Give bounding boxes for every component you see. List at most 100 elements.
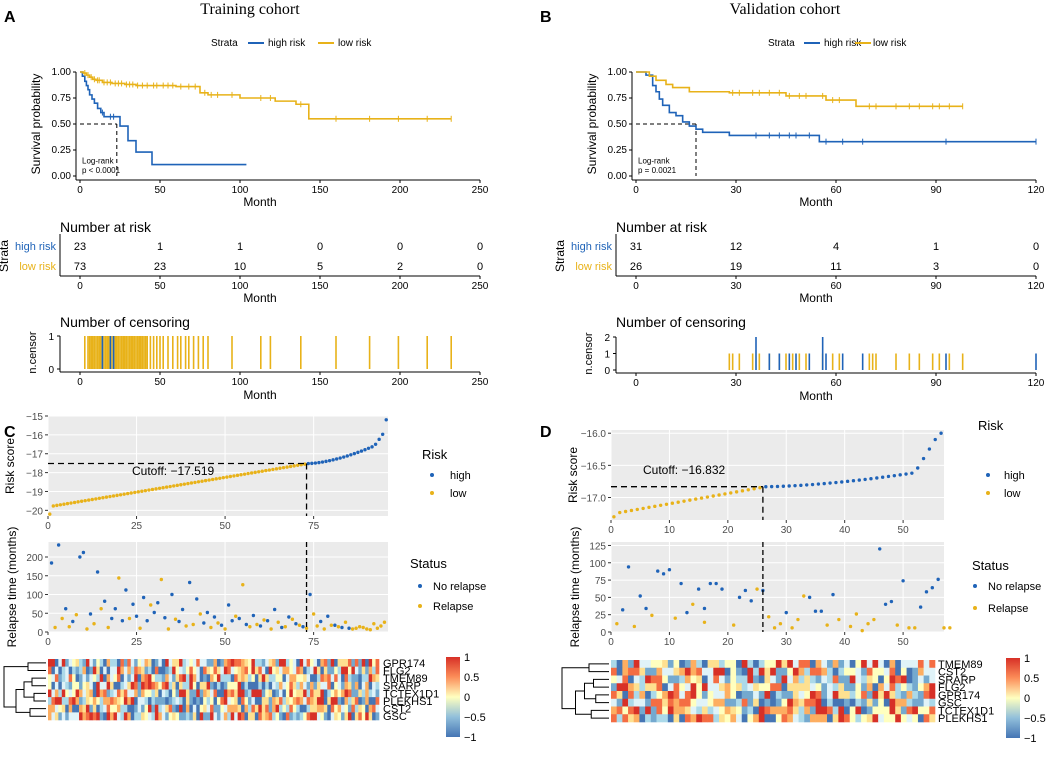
heatmap-cell [158,697,163,706]
heatmap-cell [838,706,845,715]
heatmap-cell [770,714,777,723]
relapse-point-no [679,581,683,586]
heatmap-cell [130,681,135,690]
heatmap-cell [787,714,794,723]
heatmap-cell [323,697,328,706]
risk-point-high [349,453,353,457]
heatmap-cell [161,704,166,713]
heatmap-cell [261,681,266,690]
heatmap-cell [804,691,811,700]
heatmap-cell [372,666,376,675]
risk-legend-high-dot [430,473,434,477]
heatmap-cell [210,689,214,698]
heatmap-cell [929,660,936,669]
heatmap-cell [92,712,97,721]
dendrogram-branch [588,663,609,673]
heatmap-cell [141,666,145,675]
heatmap-cell [216,689,221,698]
risk-count: 0 [317,241,323,253]
relapse-point-no [819,609,824,613]
heatmap-cell [61,659,66,667]
heatmap-cell [103,681,107,690]
heatmap-cell [872,714,879,723]
heatmap-cell [337,712,342,721]
risk-point-low [629,508,634,513]
heatmap-cell [172,659,176,667]
heatmap-cell [906,698,913,707]
relapse-point-no [212,615,217,619]
heatmap-cell [210,697,214,706]
heatmap-cell [861,660,868,669]
heatmap-cell [258,697,263,706]
heatmap-cell [89,704,94,713]
heatmap-cell [251,681,256,690]
heatmap-cell [303,704,307,713]
heatmap-cell [650,683,657,692]
heatmap-cell [75,681,80,690]
relapse-point-no [110,616,114,621]
heatmap-cell [51,712,56,721]
relapse-point-yes [872,617,876,622]
heatmap-cell [285,681,290,690]
heatmap-cell [878,660,885,669]
y-tick-label: 0 [600,628,606,639]
heatmap-cell [213,704,218,713]
heatmap-cell [323,704,328,713]
risk-count: 2 [397,261,403,273]
relapse-point-no [226,603,231,607]
y-tick-label: 100 [26,591,43,602]
heatmap-cell [719,683,725,692]
heatmap-cell [866,706,873,715]
heatmap-cell [261,689,266,698]
heatmap-cell [781,698,788,707]
heatmap-cell [265,697,269,706]
relapse-point-yes [322,627,326,631]
heatmap-cell [804,683,811,692]
heatmap-cell [61,666,66,675]
heatmap-cell [656,660,663,669]
heatmap-cell [85,674,90,683]
heatmap-cell [303,712,307,721]
heatmap-cell [68,659,73,667]
heatmap-cell [696,714,703,723]
relapse-point-no [326,614,330,618]
heatmap-cell [261,697,266,706]
risk-point-low [65,501,70,506]
heatmap-cell [96,697,101,706]
heatmap-cell [272,689,276,698]
heatmap-cell [192,681,197,690]
risk-point-high [793,483,797,488]
heatmap-cell [230,704,235,713]
y-tick-label: 0 [37,628,43,639]
heatmap-cell [838,714,845,723]
heatmap-cell [251,704,256,713]
heatmap-cell [775,660,782,669]
heatmap-cell [656,683,663,692]
heatmap-cell [673,706,680,715]
heatmap-colorbar [1006,658,1020,738]
heatmap-cell [130,674,135,683]
risk-point-low [257,470,261,474]
heatmap-cell [292,681,297,690]
heatmap-cell [758,675,765,684]
heatmap-cell [849,714,856,723]
heatmap-cell [327,704,332,713]
heatmap-cell [292,674,297,683]
heatmap-row-label: CST2 [383,704,411,716]
heatmap-cell [787,667,794,676]
heatmap-cell [258,712,263,721]
heatmap-cell [185,697,190,706]
heatmap-cell [684,675,691,684]
heatmap-cell [203,689,207,698]
heatmap-cell [330,659,335,667]
colorbar-tick-label: −1 [464,732,477,744]
risk-point-low [740,489,745,493]
heatmap-cell [628,714,635,723]
dendrogram-branch [561,667,589,710]
heatmap-cell [147,674,152,683]
heatmap-cell [827,683,833,692]
heatmap-cell [223,697,228,706]
x-axis-label: Month [243,388,276,402]
heatmap-cell [628,667,635,676]
